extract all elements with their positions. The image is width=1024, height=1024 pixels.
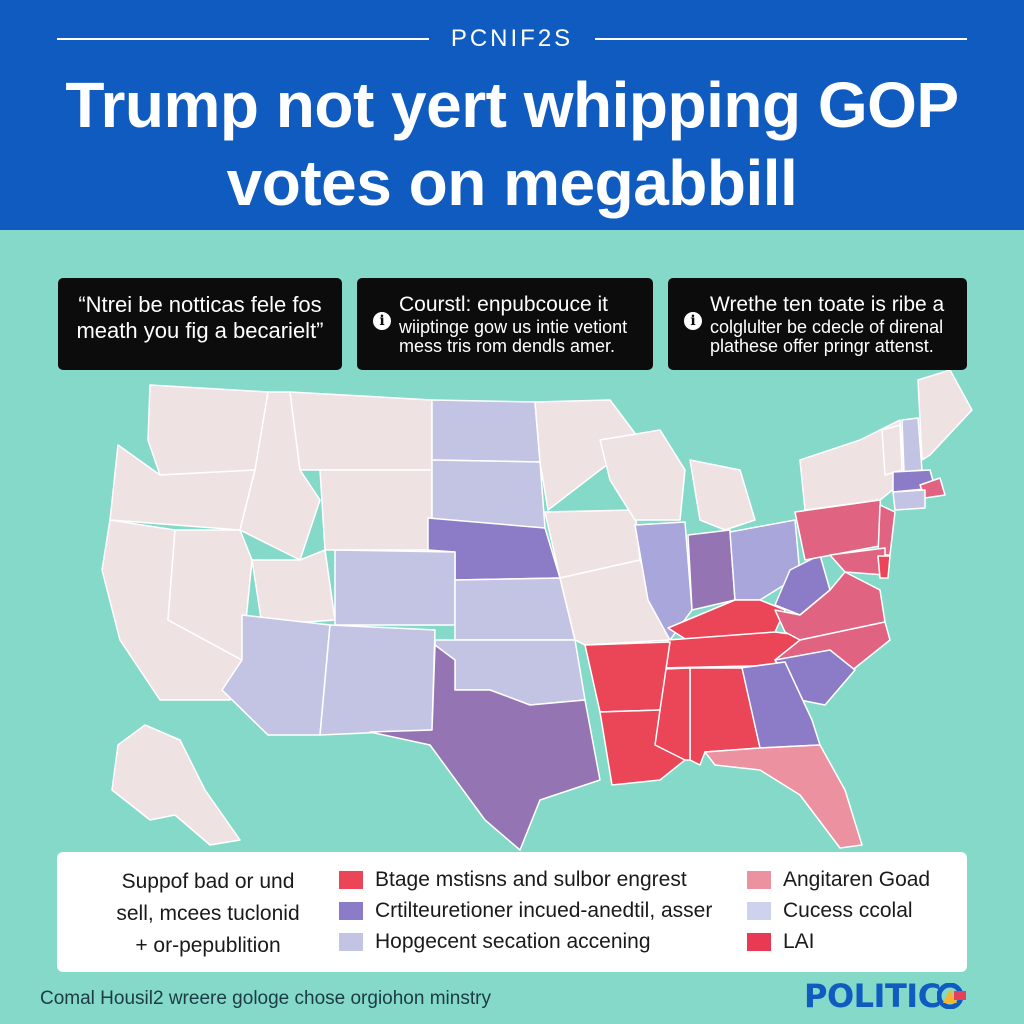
legend-intro: Suppof bad or und sell, mcees tuclonid +… — [79, 866, 337, 962]
state-north-dakota — [431, 399, 541, 463]
quote-2-line-3: mess tris rom dendls amer. — [399, 336, 616, 356]
legend-intro-line-2: sell, mcees tuclonid — [116, 902, 300, 925]
state-colorado — [334, 549, 456, 626]
state-kansas — [454, 577, 576, 641]
state-montana — [289, 391, 433, 471]
legend-label-1: Btage mstisns and sulbor engrest — [375, 868, 687, 891]
state-florida — [704, 744, 863, 849]
footer-credit: Comal Housil2 wreere gologe chose orgioh… — [40, 988, 491, 1009]
info-icon: i — [373, 312, 391, 330]
legend-swatch-6 — [747, 933, 771, 951]
legend-swatch-5 — [747, 902, 771, 920]
quote-3-line-3: plathese offer pringr attenst. — [710, 336, 934, 356]
state-nevada — [167, 529, 253, 661]
legend-intro-line-1: Suppof bad or und — [121, 870, 295, 893]
state-minnesota — [534, 399, 641, 511]
legend-label-6: LAI — [783, 930, 815, 953]
state-alaska — [111, 724, 241, 846]
quote-2-line-2: wiiptinge gow us intie vetiont — [399, 317, 628, 337]
state-utah — [251, 549, 336, 626]
state-new-mexico — [319, 624, 436, 736]
quote-box-2: i Courstl: enpubcouce it wiiptinge gow u… — [357, 278, 653, 370]
kicker-rule-right — [595, 38, 968, 40]
politico-logo[interactable]: POLITIC — [804, 976, 967, 1016]
state-texas — [369, 644, 601, 851]
legend-label-5: Cucess ccolal — [783, 899, 913, 922]
legend-intro-line-3: + or-pepublition — [135, 934, 281, 957]
quote-box-1: “Ntrei be notticas fele fos meath you fi… — [58, 278, 342, 370]
kicker-rule-left — [56, 38, 429, 40]
legend-swatch-1 — [339, 871, 363, 889]
legend-item-4: Angitaren Goad — [747, 864, 930, 896]
logo-mark-icon — [936, 983, 966, 1009]
state-wisconsin — [599, 429, 686, 521]
state-louisiana — [599, 709, 686, 786]
kicker-row: PCNIF2S — [0, 24, 1024, 54]
quote-3-line-1: Wrethe ten toate is ribe a — [710, 293, 945, 316]
state-washington — [147, 384, 269, 476]
quote-1-line-1: “Ntrei be notticas fele fos — [78, 292, 322, 317]
legend-item-1: Btage mstisns and sulbor engrest — [339, 864, 687, 896]
quote-3-line-2: colglulter be cdecle of direnal — [710, 317, 944, 337]
state-missouri — [559, 559, 671, 646]
state-virginia — [774, 571, 886, 641]
headline: Trump not yert whipping GOP votes on meg… — [20, 66, 1004, 222]
quote-1-line-2: meath you fig a becarielt” — [76, 318, 324, 343]
us-state-map — [101, 370, 973, 851]
state-arkansas — [584, 641, 671, 713]
state-wyoming — [319, 469, 433, 551]
headline-line-2: votes on megabbill — [226, 147, 798, 219]
quote-2-line-1: Courstl: enpubcouce it — [399, 293, 608, 316]
state-new-jersey — [877, 504, 896, 556]
legend-label-3: Hopgecent secation accening — [375, 930, 651, 953]
state-michigan — [689, 459, 756, 531]
headline-line-1: Trump not yert whipping GOP — [65, 69, 959, 141]
legend-item-2: Crtilteuretioner incued-anedtil, asser — [339, 895, 712, 927]
state-delaware — [877, 555, 891, 579]
state-indiana — [687, 529, 736, 611]
state-connecticut — [892, 489, 926, 511]
legend-item-5: Cucess ccolal — [747, 895, 913, 927]
legend-swatch-2 — [339, 902, 363, 920]
logo-text: POLITIC — [804, 977, 941, 1015]
legend: Suppof bad or und sell, mcees tuclonid +… — [57, 852, 967, 972]
legend-item-3: Hopgecent secation accening — [339, 926, 651, 958]
state-south-dakota — [431, 459, 546, 529]
info-icon: i — [684, 312, 702, 330]
state-new-hampshire — [901, 417, 923, 473]
kicker-label: PCNIF2S — [450, 25, 574, 52]
state-vermont — [881, 424, 903, 476]
legend-swatch-3 — [339, 933, 363, 951]
state-ohio — [729, 519, 801, 601]
legend-label-2: Crtilteuretioner incued-anedtil, asser — [375, 899, 713, 922]
state-maine — [917, 370, 973, 461]
quote-box-3: i Wrethe ten toate is ribe a colglulter … — [668, 278, 967, 370]
header-banner: PCNIF2S Trump not yert whipping GOP vote… — [0, 0, 1024, 230]
legend-swatch-4 — [747, 871, 771, 889]
legend-label-4: Angitaren Goad — [783, 868, 931, 891]
legend-item-6: LAI — [747, 926, 815, 958]
